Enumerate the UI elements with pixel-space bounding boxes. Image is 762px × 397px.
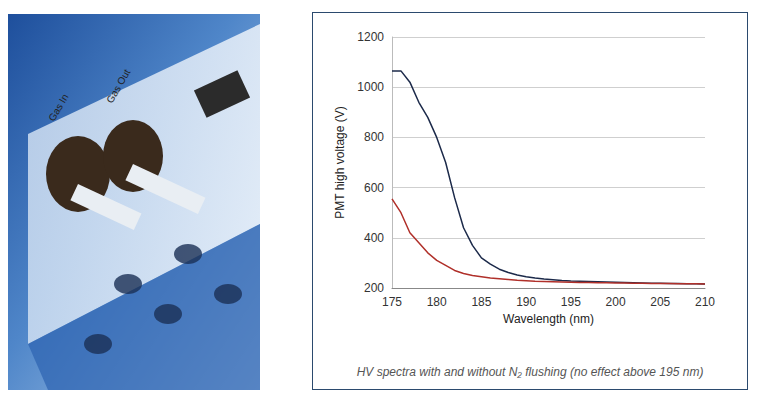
svg-text:800: 800 <box>364 130 384 144</box>
svg-text:PMT high voltage (V): PMT high voltage (V) <box>333 106 347 219</box>
svg-text:HV spectra with and without N₂: HV spectra with and without N₂ flushing … <box>357 365 704 379</box>
svg-text:205: 205 <box>650 295 670 309</box>
svg-text:195: 195 <box>561 295 581 309</box>
svg-text:400: 400 <box>364 231 384 245</box>
svg-text:200: 200 <box>364 281 384 295</box>
svg-text:200: 200 <box>606 295 626 309</box>
svg-text:185: 185 <box>471 295 491 309</box>
svg-text:1000: 1000 <box>357 80 384 94</box>
svg-text:1200: 1200 <box>357 30 384 44</box>
svg-text:Gas In: Gas In <box>46 92 70 123</box>
svg-text:190: 190 <box>516 295 536 309</box>
svg-text:175: 175 <box>382 295 402 309</box>
svg-text:Wavelength (nm): Wavelength (nm) <box>503 312 594 326</box>
svg-text:600: 600 <box>364 181 384 195</box>
svg-text:180: 180 <box>427 295 447 309</box>
svg-text:210: 210 <box>695 295 715 309</box>
svg-text:Gas Out: Gas Out <box>104 67 132 105</box>
